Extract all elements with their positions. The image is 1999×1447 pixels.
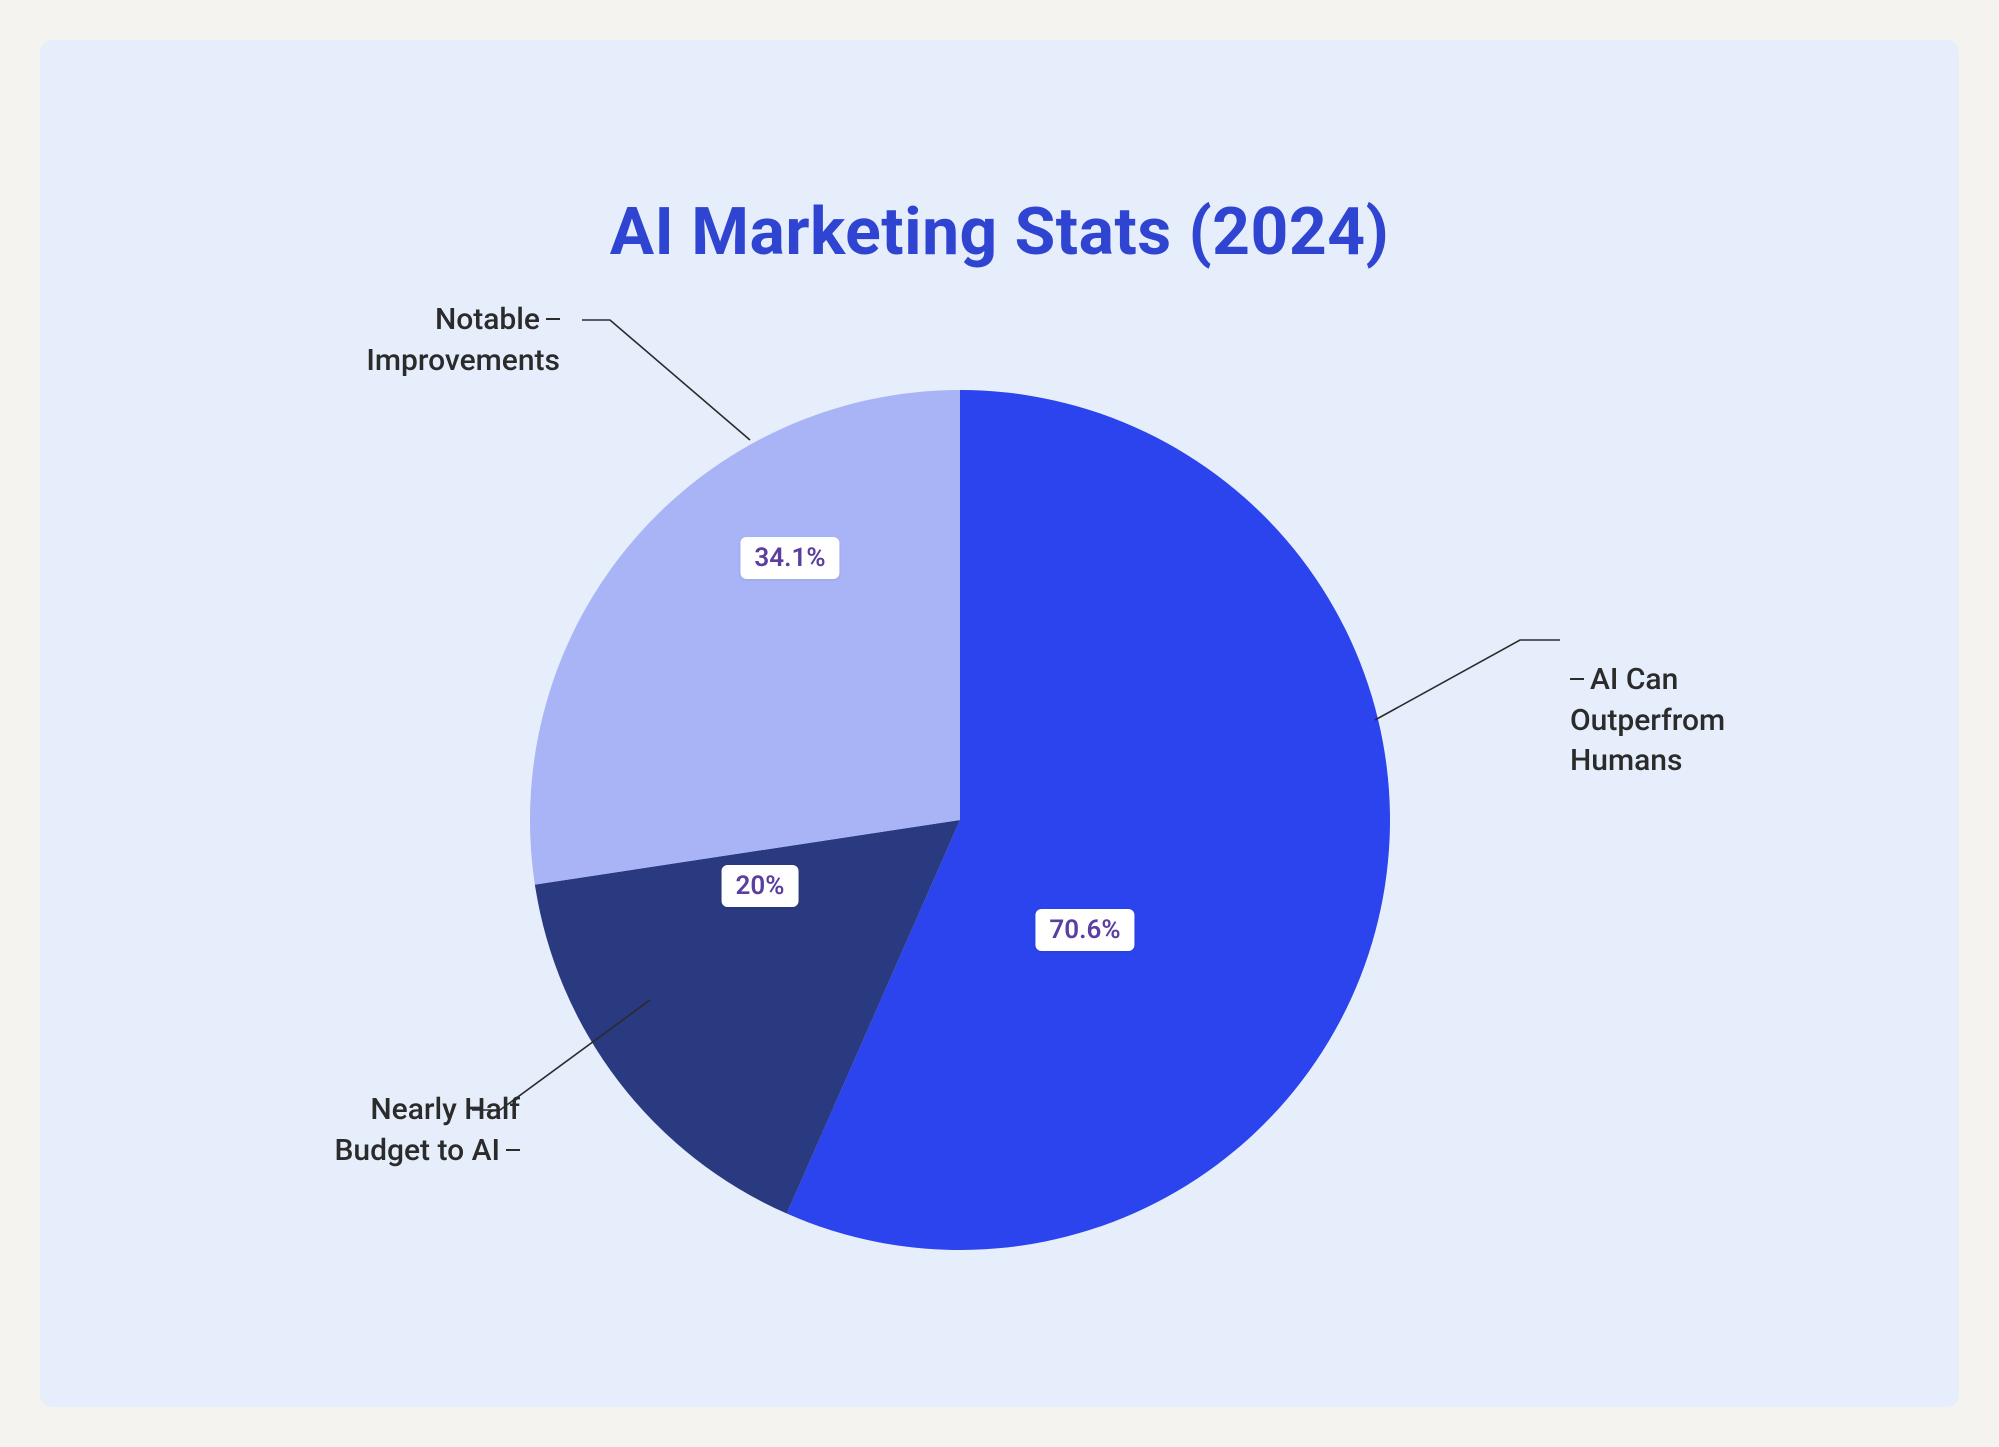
canvas: AI Marketing Stats (2024) 70.6% 20% 34.1… [0,0,1999,1447]
callout-line: Outperfrom [1570,703,1725,738]
callout-ai-outperform: AI Can Outperfrom Humans [1570,660,1725,782]
dash-icon [1570,678,1584,680]
pie-slice-notable_improvements [530,390,960,885]
callout-budget-to-ai: Nearly Half Budget to AI [240,1090,520,1171]
callout-line: Budget to AI [334,1133,500,1168]
callout-notable-improvements: Notable Improvements [280,300,560,381]
pct-badge-budget-to-ai: 20% [722,865,799,907]
pct-badge-notable-improvements: 34.1% [740,537,839,579]
chart-card: AI Marketing Stats (2024) 70.6% 20% 34.1… [40,40,1959,1407]
callout-line: Notable [435,302,540,337]
callout-line: Nearly Half [370,1092,520,1127]
pct-badge-ai-outperform: 70.6% [1035,909,1134,951]
callout-line: Humans [1570,743,1682,778]
dash-icon [506,1149,520,1151]
dash-icon [546,318,560,320]
callout-line: AI Can [1590,662,1678,697]
callout-line: Improvements [366,343,560,378]
